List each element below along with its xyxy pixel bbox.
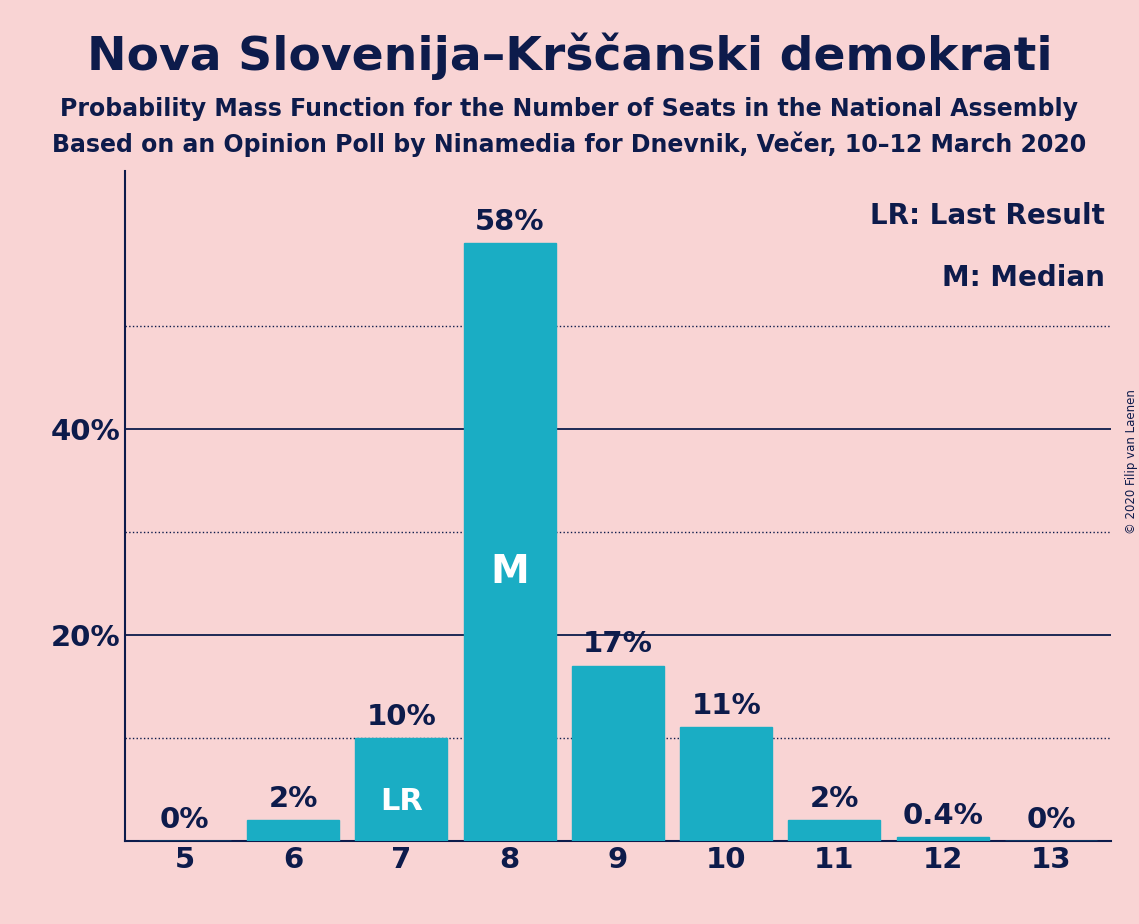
Text: M: Median: M: Median [942,263,1105,292]
Text: M: M [490,553,528,590]
Text: 11%: 11% [691,692,761,721]
Text: 0.4%: 0.4% [902,801,983,830]
Bar [464,243,556,841]
Text: 0%: 0% [161,806,210,833]
Bar [355,737,448,841]
Text: 58%: 58% [475,208,544,236]
Text: LR: LR [380,787,423,816]
Bar [896,837,989,841]
Bar [788,821,880,841]
Bar [680,727,772,841]
Bar [572,665,664,841]
Text: Probability Mass Function for the Number of Seats in the National Assembly: Probability Mass Function for the Number… [60,97,1079,121]
Text: 17%: 17% [583,630,653,659]
Bar [247,821,339,841]
Text: 0%: 0% [1026,806,1075,833]
Text: 2%: 2% [810,785,859,813]
Text: 2%: 2% [269,785,318,813]
Text: Based on an Opinion Poll by Ninamedia for Dnevnik, Večer, 10–12 March 2020: Based on an Opinion Poll by Ninamedia fo… [52,131,1087,157]
Text: Nova Slovenija–Krščanski demokrati: Nova Slovenija–Krščanski demokrati [87,32,1052,79]
Text: © 2020 Filip van Laenen: © 2020 Filip van Laenen [1124,390,1138,534]
Text: LR: Last Result: LR: Last Result [870,201,1105,230]
Text: 10%: 10% [367,702,436,731]
